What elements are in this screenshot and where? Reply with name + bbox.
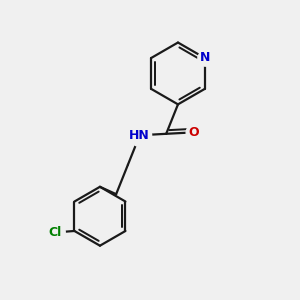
Text: O: O xyxy=(189,126,200,139)
Text: Cl: Cl xyxy=(49,226,62,239)
Text: N: N xyxy=(200,52,210,64)
Text: HN: HN xyxy=(129,129,150,142)
